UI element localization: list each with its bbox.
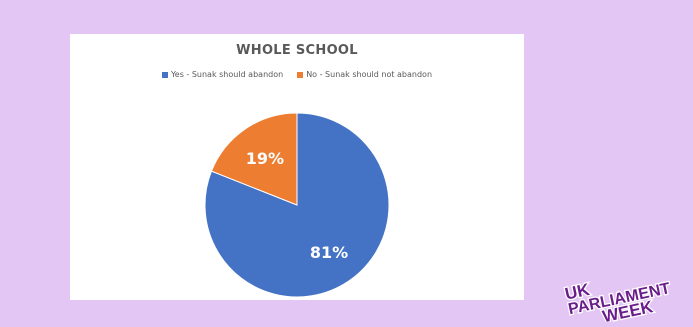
- legend-item-yes: Yes - Sunak should abandon: [161, 70, 284, 79]
- chart-card: WHOLE SCHOOL Yes - Sunak should abandon …: [70, 34, 524, 300]
- legend-swatch-no: [297, 71, 304, 78]
- legend-swatch-yes: [161, 71, 168, 78]
- pie-chart: 81% 19%: [204, 112, 390, 298]
- legend-item-no: No - Sunak should not abandon: [297, 70, 432, 79]
- chart-title: WHOLE SCHOOL: [236, 43, 358, 58]
- legend-label-no: No - Sunak should not abandon: [306, 70, 433, 79]
- uk-parliament-week-logo: UK PARLIAMENT WEEK: [562, 279, 673, 322]
- pie-label-1: 19%: [246, 149, 284, 168]
- pie-slice-1: [210, 112, 298, 206]
- pie-label-0: 81%: [310, 243, 348, 262]
- chart-legend: Yes - Sunak should abandon No - Sunak sh…: [70, 70, 524, 79]
- legend-label-yes: Yes - Sunak should abandon: [170, 70, 284, 79]
